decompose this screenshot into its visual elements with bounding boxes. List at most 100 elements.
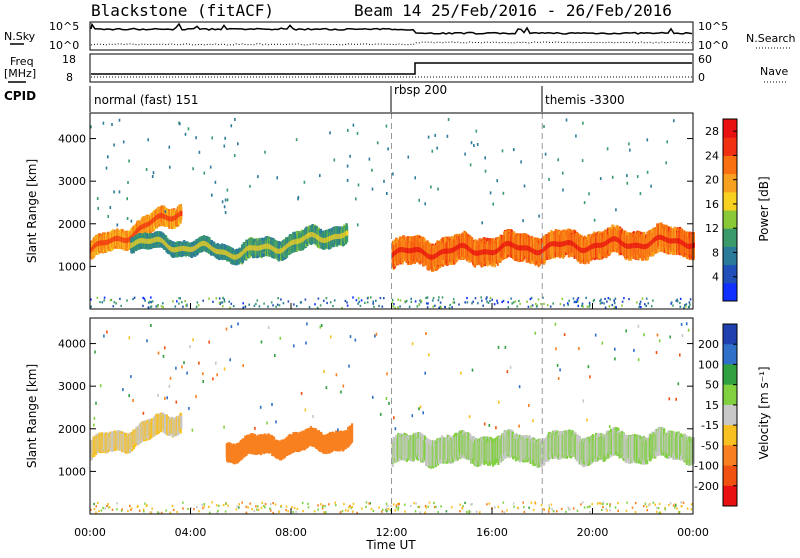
scatter-cell xyxy=(438,299,440,301)
scatter-cell xyxy=(494,303,496,305)
scatter-cell xyxy=(115,302,117,304)
scatter-cell xyxy=(433,297,435,299)
scatter-cell xyxy=(404,300,406,302)
scatter-cell xyxy=(614,302,616,304)
scatter-cell xyxy=(387,147,389,150)
scatter-cell xyxy=(372,301,374,303)
scatter-cell xyxy=(665,161,667,164)
scatter-cell xyxy=(414,176,416,179)
scatter-cell xyxy=(515,300,517,302)
scatter-cell xyxy=(578,297,580,299)
scatter-cell xyxy=(131,220,133,223)
scatter-cell xyxy=(228,301,230,303)
scatter-cell xyxy=(453,298,455,300)
scatter-cell xyxy=(358,184,360,187)
scatter-cell xyxy=(347,129,349,132)
scatter-cell xyxy=(644,303,646,305)
scatter-cell xyxy=(582,303,584,305)
scatter-cell xyxy=(162,306,164,308)
scatter-cell xyxy=(562,189,564,192)
scatter-cell xyxy=(519,303,521,305)
scatter-cell xyxy=(249,185,251,188)
scatter-cell xyxy=(574,301,576,303)
freq-panel-frame xyxy=(90,54,693,82)
scatter-cell xyxy=(309,306,311,308)
scatter-cell xyxy=(637,175,639,178)
scatter-cell xyxy=(178,297,180,299)
scatter-cell xyxy=(545,153,547,156)
scatter-cell xyxy=(293,303,295,305)
scatter-cell xyxy=(581,305,583,307)
scatter-cell xyxy=(496,300,498,302)
scatter-cell xyxy=(585,297,587,299)
scatter-cell xyxy=(605,307,607,309)
scatter-cell xyxy=(454,301,456,303)
scatter-cell xyxy=(380,297,382,299)
scatter-cell xyxy=(349,155,351,158)
y-tick-label: 4000 xyxy=(58,133,86,146)
scatter-cell xyxy=(386,125,388,128)
scatter-cell xyxy=(476,130,478,133)
scatter-cell xyxy=(400,299,402,301)
scatter-cell xyxy=(496,179,498,182)
scatter-cell xyxy=(219,297,221,299)
scatter-cell xyxy=(427,306,429,308)
scatter-cell xyxy=(467,301,469,303)
scatter-cell xyxy=(279,304,281,306)
scatter-cell xyxy=(157,306,159,308)
scatter-cell xyxy=(97,297,99,299)
scatter-cell xyxy=(107,155,109,158)
scatter-cell xyxy=(622,301,624,303)
scatter-cell xyxy=(132,298,134,300)
scatter-cell xyxy=(149,301,151,303)
scatter-cell xyxy=(330,301,332,303)
scatter-cell xyxy=(530,306,532,308)
scatter-cell xyxy=(192,167,194,170)
scatter-cell xyxy=(176,300,178,302)
scatter-cell xyxy=(522,219,524,222)
beam-date-title: Beam 14 25/Feb/2016 - 26/Feb/2016 xyxy=(354,1,672,20)
scatter-cell xyxy=(165,210,167,213)
scatter-cell xyxy=(480,296,482,298)
scatter-cell xyxy=(178,303,180,305)
scatter-cell xyxy=(227,189,229,192)
scatter-cell xyxy=(119,190,121,193)
scatter-cell xyxy=(126,197,128,200)
scatter-cell xyxy=(607,147,609,150)
scatter-cell xyxy=(488,302,490,304)
scatter-cell xyxy=(347,305,349,307)
scatter-cell xyxy=(169,166,171,169)
scatter-cell xyxy=(283,302,285,304)
scatter-cell xyxy=(647,138,649,141)
cpid-segment-2: themis -3300 xyxy=(545,93,625,107)
scatter-cell xyxy=(430,186,432,189)
scatter-cell xyxy=(358,297,360,299)
scatter-cell xyxy=(104,297,106,299)
scatter-cell xyxy=(552,302,554,304)
scatter-cell xyxy=(127,217,129,220)
scatter-cell xyxy=(318,298,320,300)
nave-label: Nave xyxy=(760,65,788,78)
scatter-cell xyxy=(359,301,361,303)
scatter-cell xyxy=(485,298,487,300)
scatter-cell xyxy=(689,301,691,303)
scatter-cell xyxy=(367,301,369,303)
scatter-cell xyxy=(234,118,236,121)
scatter-cell xyxy=(623,297,625,299)
scatter-cell xyxy=(392,299,394,301)
scatter-cell xyxy=(296,138,298,141)
scatter-cell xyxy=(582,159,584,162)
scatter-cell xyxy=(113,144,115,147)
scatter-cell xyxy=(612,304,614,306)
scatter-cell xyxy=(127,181,129,184)
scatter-cell xyxy=(106,167,108,170)
scatter-cell xyxy=(211,136,213,139)
scatter-cell xyxy=(185,304,187,306)
scatter-cell xyxy=(567,302,569,304)
scatter-cell xyxy=(609,298,611,300)
scatter-cell xyxy=(277,304,279,306)
freq-tick-high: 18 xyxy=(62,53,76,66)
scatter-cell xyxy=(432,306,434,308)
scatter-cell xyxy=(672,305,674,307)
scatter-cell xyxy=(142,305,144,307)
